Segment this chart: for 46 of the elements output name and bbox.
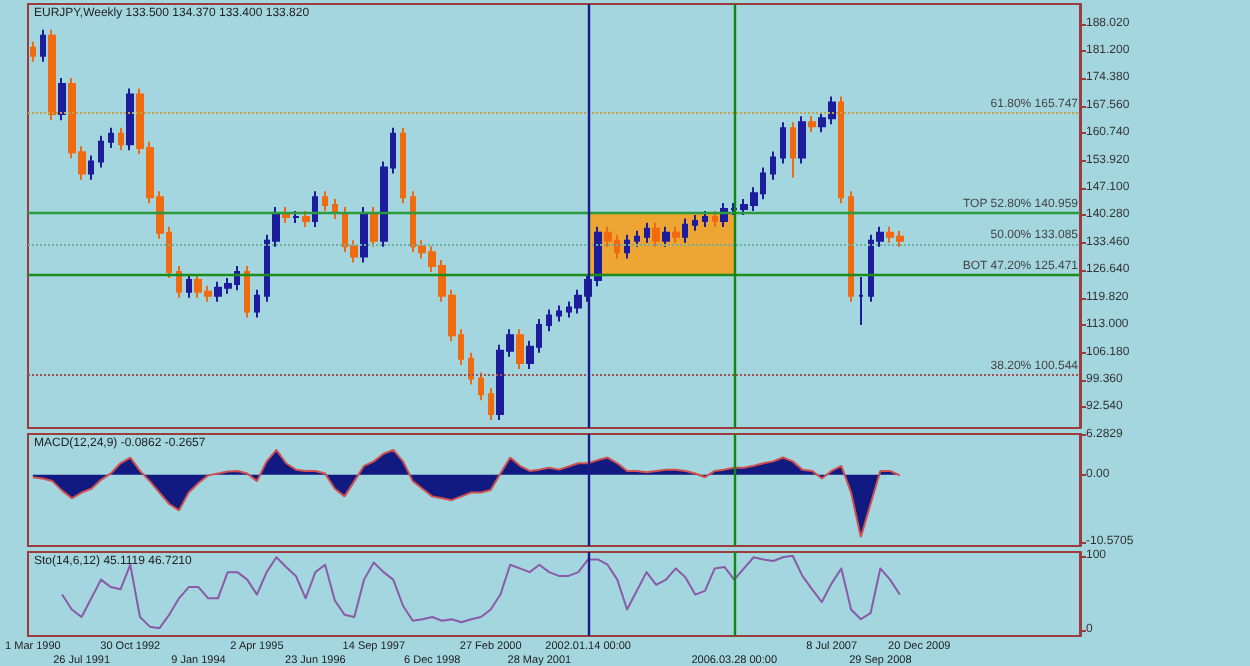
candlestick [624,233,630,260]
candlestick [848,190,854,303]
candlestick [176,265,182,299]
candlestick [478,371,484,402]
candlestick [634,229,640,248]
candlestick [692,214,698,232]
candlestick [332,197,338,221]
candlestick [118,126,124,152]
candlestick [302,209,310,229]
candlestick [790,121,796,179]
candlestick [126,87,134,152]
candlestick [652,221,660,248]
candlestick [88,154,94,181]
candlestick [292,209,300,225]
candlestick [400,126,406,205]
candlestick [672,225,680,244]
candlestick [644,221,650,244]
candlestick [770,150,776,181]
candlestick [254,288,260,319]
candlestick [488,387,494,421]
candlestick [546,308,552,333]
candlestick [808,115,816,134]
candlestick [282,205,290,225]
candlestick [516,328,524,370]
candlestick [780,121,786,165]
candlestick [702,209,708,229]
candlestick [58,76,66,122]
candlestick [40,28,46,63]
candlestick [662,225,670,248]
candlestick [838,95,844,205]
candlestick [682,217,688,244]
candlestick [322,190,328,212]
candlestick [712,209,718,229]
candlestick [312,190,318,229]
candlestick [30,40,36,63]
candlestick [468,351,474,386]
candlestick [98,134,104,169]
candlestick [798,115,806,165]
candlestick [108,126,114,149]
candlestick [186,273,192,299]
candlestick [370,205,378,248]
candlestick [48,28,56,122]
candlestick [360,205,368,264]
candlestick [244,265,250,319]
candlestick [858,275,864,327]
candlestick [556,304,562,323]
